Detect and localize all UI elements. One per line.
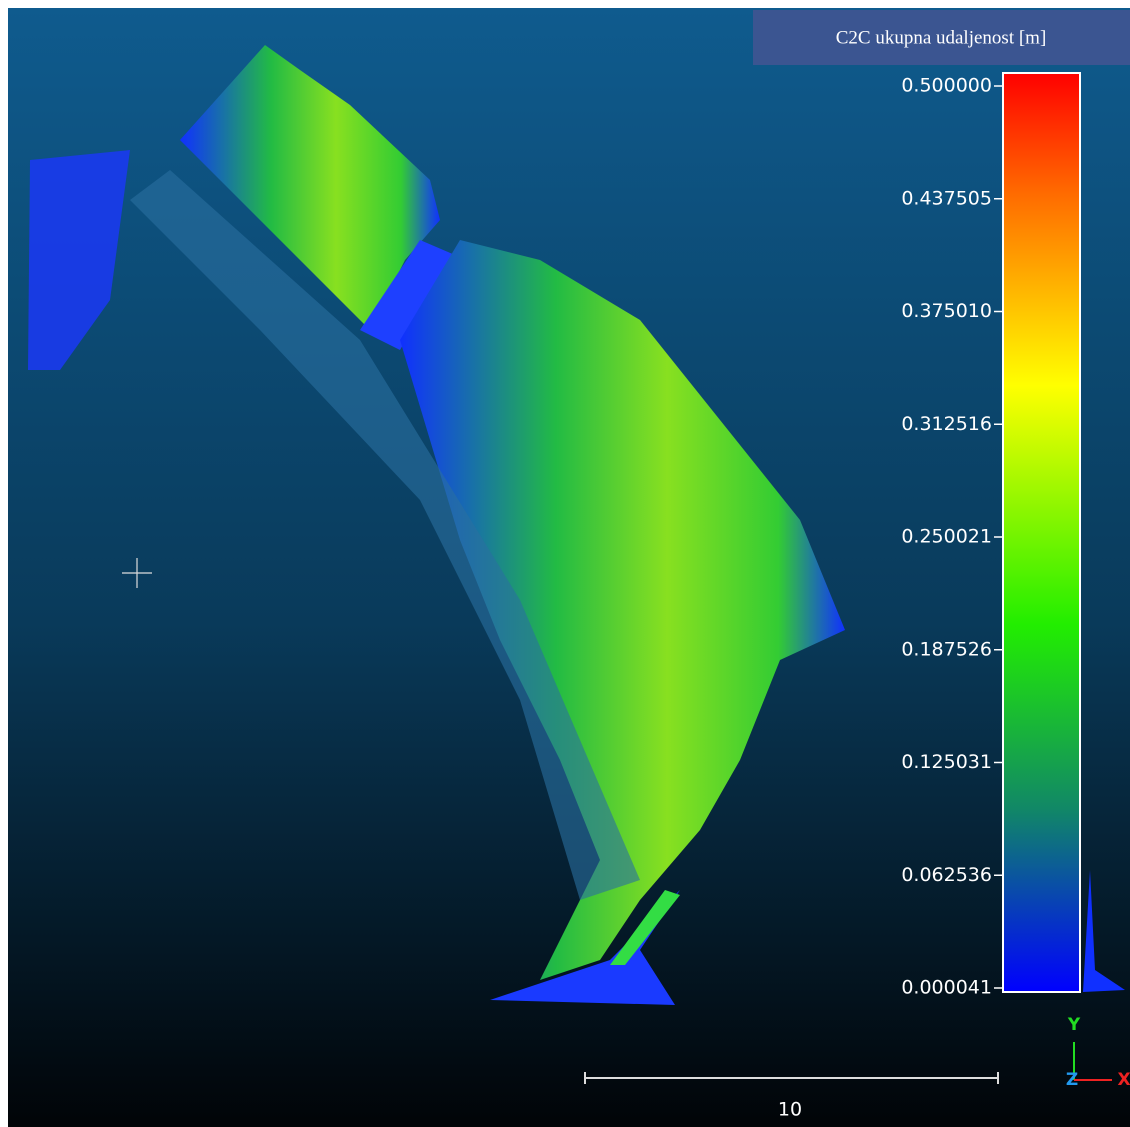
scale-label: 0.312516 bbox=[901, 413, 992, 435]
scale-label: 0.000041 bbox=[901, 977, 992, 999]
scale-label: 0.125031 bbox=[901, 751, 992, 773]
axis-x-label: X bbox=[1117, 1070, 1130, 1090]
scale-label: 0.250021 bbox=[901, 526, 992, 548]
scale-label: 0.375010 bbox=[901, 300, 992, 322]
point-cloud bbox=[28, 45, 845, 1005]
scale-title-box bbox=[753, 10, 1130, 65]
scale-label: 0.062536 bbox=[901, 864, 992, 886]
axis-y-label: Y bbox=[1067, 1015, 1081, 1035]
scale-label: 0.500000 bbox=[901, 75, 992, 97]
scale-bar-label: 10 bbox=[778, 1099, 802, 1121]
scale-label: 0.187526 bbox=[901, 638, 992, 660]
scale-title: C2C ukupna udaljenost [m] bbox=[836, 27, 1047, 48]
color-bar bbox=[1002, 72, 1081, 993]
scale-label: 0.437505 bbox=[901, 187, 992, 209]
axis-z-label: Z bbox=[1066, 1070, 1078, 1090]
histogram bbox=[1083, 870, 1125, 992]
crosshair bbox=[122, 558, 152, 588]
